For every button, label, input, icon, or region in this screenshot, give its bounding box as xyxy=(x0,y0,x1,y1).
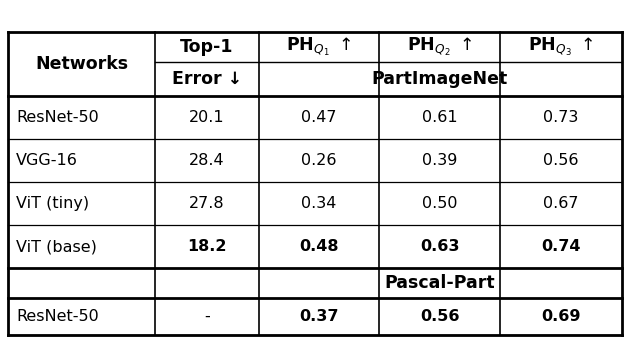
Text: 0.34: 0.34 xyxy=(301,196,336,211)
Text: Error ↓: Error ↓ xyxy=(172,70,242,88)
Text: $\mathbf{PH}_{Q_1}$ $\uparrow$: $\mathbf{PH}_{Q_1}$ $\uparrow$ xyxy=(287,36,352,58)
Text: VGG-16: VGG-16 xyxy=(16,153,78,168)
Text: 28.4: 28.4 xyxy=(189,153,225,168)
Text: -: - xyxy=(204,309,210,324)
Text: 0.47: 0.47 xyxy=(301,110,337,125)
Text: $\mathbf{PH}_{Q_3}$ $\uparrow$: $\mathbf{PH}_{Q_3}$ $\uparrow$ xyxy=(529,36,593,58)
Text: 0.61: 0.61 xyxy=(422,110,458,125)
Text: 0.67: 0.67 xyxy=(543,196,579,211)
Text: ResNet-50: ResNet-50 xyxy=(16,309,99,324)
Text: 0.56: 0.56 xyxy=(543,153,579,168)
Text: 0.73: 0.73 xyxy=(543,110,578,125)
Text: 27.8: 27.8 xyxy=(189,196,225,211)
Text: ResNet-50: ResNet-50 xyxy=(16,110,99,125)
Text: ViT (tiny): ViT (tiny) xyxy=(16,196,89,211)
Text: ViT (base): ViT (base) xyxy=(16,239,97,254)
Text: PartImageNet: PartImageNet xyxy=(372,70,508,88)
Text: Pascal-Part: Pascal-Part xyxy=(385,274,495,292)
Text: 18.2: 18.2 xyxy=(187,239,227,254)
Text: 0.48: 0.48 xyxy=(299,239,339,254)
Text: $\mathbf{PH}_{Q_2}$ $\uparrow$: $\mathbf{PH}_{Q_2}$ $\uparrow$ xyxy=(408,36,472,58)
Text: 20.1: 20.1 xyxy=(189,110,225,125)
Text: 0.26: 0.26 xyxy=(301,153,337,168)
Text: 0.56: 0.56 xyxy=(420,309,460,324)
Text: 0.37: 0.37 xyxy=(299,309,339,324)
Text: Top-1: Top-1 xyxy=(180,38,234,56)
Text: 0.50: 0.50 xyxy=(422,196,458,211)
Text: 0.69: 0.69 xyxy=(541,309,581,324)
Text: 0.39: 0.39 xyxy=(422,153,457,168)
Text: 0.74: 0.74 xyxy=(541,239,581,254)
Text: Networks: Networks xyxy=(35,55,129,73)
Text: 0.63: 0.63 xyxy=(420,239,460,254)
